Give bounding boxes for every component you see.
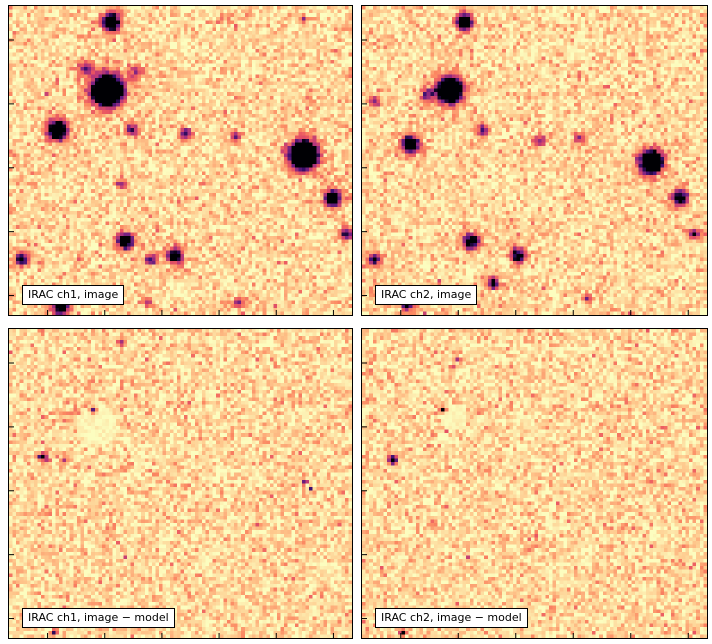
- panel-label: IRAC ch1, image − model: [22, 608, 175, 628]
- panel-ch1-image: IRAC ch1, image: [8, 5, 353, 316]
- residual-ch2: [362, 329, 707, 638]
- panel-ch2-image: IRAC ch2, image: [361, 5, 708, 316]
- image-ch1: [9, 6, 352, 315]
- panel-label: IRAC ch2, image: [375, 285, 478, 305]
- panel-label: IRAC ch2, image − model: [375, 608, 528, 628]
- residual-ch1: [9, 329, 352, 638]
- panel-ch1-residual: IRAC ch1, image − model: [8, 328, 353, 639]
- image-ch2: [362, 6, 707, 315]
- panel-ch2-residual: IRAC ch2, image − model: [361, 328, 708, 639]
- panel-label: IRAC ch1, image: [22, 285, 125, 305]
